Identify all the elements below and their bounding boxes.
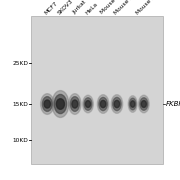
Ellipse shape [130,101,135,107]
Ellipse shape [54,94,67,114]
Ellipse shape [111,95,123,113]
Ellipse shape [42,97,52,111]
Ellipse shape [70,97,79,111]
Ellipse shape [99,97,107,111]
Ellipse shape [44,100,50,108]
Ellipse shape [140,98,148,110]
Text: Jurkat: Jurkat [71,0,87,15]
Ellipse shape [56,99,64,109]
Bar [31,16,163,164]
Ellipse shape [84,98,92,110]
Text: SKOV3: SKOV3 [57,0,74,15]
Ellipse shape [52,91,69,118]
Text: 10KD: 10KD [13,138,28,143]
Ellipse shape [97,95,109,113]
Ellipse shape [41,94,54,114]
Text: 25KD: 25KD [13,61,28,66]
Ellipse shape [128,96,137,112]
Ellipse shape [69,94,81,114]
Text: Mouse liver: Mouse liver [113,0,141,15]
Ellipse shape [83,95,93,113]
Text: MCF7: MCF7 [44,0,59,15]
Ellipse shape [139,95,149,113]
Ellipse shape [113,97,121,111]
Ellipse shape [86,101,91,107]
Text: HeLa: HeLa [84,1,99,15]
Text: FKBP2: FKBP2 [166,101,180,107]
Ellipse shape [141,101,146,107]
Ellipse shape [72,100,78,108]
Ellipse shape [114,100,120,108]
Ellipse shape [100,100,106,108]
Text: Mouse thymus: Mouse thymus [100,0,134,15]
Text: Mouse brain: Mouse brain [135,0,164,15]
Text: 15KD: 15KD [13,102,28,107]
Ellipse shape [129,98,136,110]
